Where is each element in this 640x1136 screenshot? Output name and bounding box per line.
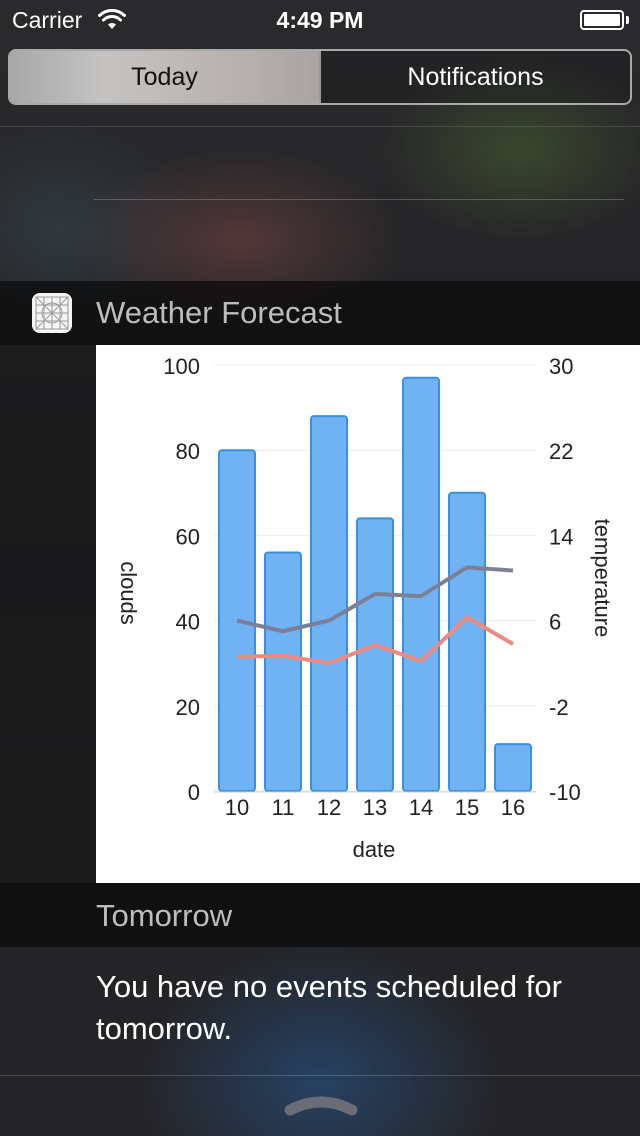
y-left-axis-title: clouds [116, 561, 141, 625]
y-left-tick-label: 100 [163, 354, 200, 379]
y-left-tick-label: 20 [176, 695, 200, 720]
tomorrow-title: Tomorrow [96, 898, 233, 933]
tab-notifications[interactable]: Notifications [319, 51, 630, 103]
x-tick-label: 10 [225, 795, 249, 820]
weather-widget-header[interactable]: Weather Forecast [0, 281, 640, 345]
grabber-handle-icon[interactable] [284, 1090, 358, 1116]
tomorrow-message: You have no events scheduled for tomorro… [96, 969, 562, 1046]
widget-title: Weather Forecast [96, 295, 342, 330]
tomorrow-header: Tomorrow [0, 883, 640, 947]
chart-bar [494, 743, 532, 793]
status-time: 4:49 PM [276, 7, 364, 33]
weather-chart: 100 80 60 40 20 0 30 22 14 6 -2 -10 10 11 12 13 14 15 16 da… [96, 345, 640, 883]
y-right-tick-label: 6 [549, 610, 561, 635]
y-right-axis-title: temperature [590, 519, 615, 638]
y-left-tick-label: 40 [176, 610, 200, 635]
chart-bar [264, 551, 302, 792]
temperature-line-dark [236, 565, 514, 634]
temperature-line-red [236, 615, 515, 666]
chart-bar [218, 449, 256, 792]
chart-bar [448, 491, 486, 793]
status-bar: Carrier 4:49 PM [0, 0, 640, 40]
y-right-tick-label: -10 [549, 780, 581, 805]
y-right-tick-label: 22 [549, 439, 573, 464]
y-left-tick-label: 80 [176, 439, 200, 464]
section-divider [94, 199, 624, 200]
widget-left-gutter [0, 345, 96, 883]
x-tick-label: 16 [501, 795, 525, 820]
y-right-tick-label: -2 [549, 695, 569, 720]
battery-icon [580, 10, 624, 30]
y-left-tick-label: 0 [188, 780, 200, 805]
weather-app-icon [32, 293, 72, 333]
x-tick-label: 13 [363, 795, 387, 820]
chart-bar [356, 517, 394, 793]
x-tick-label: 15 [455, 795, 479, 820]
chart-bar [402, 376, 440, 792]
wifi-icon [98, 9, 126, 29]
segmented-control: Today Notifications [8, 49, 632, 105]
x-tick-label: 11 [272, 795, 295, 820]
y-right-tick-label: 14 [549, 524, 573, 549]
battery-tip [626, 16, 629, 24]
x-axis-title: date [353, 837, 396, 862]
chart-svg: 100 80 60 40 20 0 30 22 14 6 -2 -10 10 11 12 13 14 15 16 da… [116, 354, 615, 862]
top-divider [0, 126, 640, 127]
y-right-tick-label: 30 [549, 354, 573, 379]
y-left-tick-label: 60 [176, 524, 200, 549]
bottom-divider [0, 1075, 640, 1076]
x-tick-label: 14 [409, 795, 433, 820]
x-tick-label: 12 [317, 795, 341, 820]
chart-bar [310, 415, 348, 793]
tab-today[interactable]: Today [10, 51, 319, 103]
carrier-label: Carrier [12, 7, 83, 33]
